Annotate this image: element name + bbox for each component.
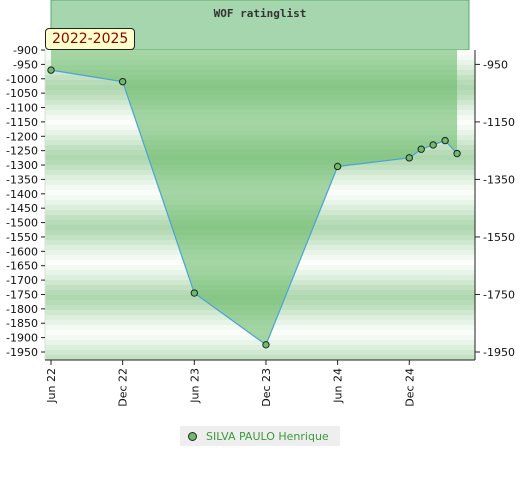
data-point [453, 149, 461, 158]
legend-marker-icon [188, 431, 197, 441]
data-point [190, 289, 199, 297]
series-area [51, 50, 458, 345]
date-range-badge: 2022-2025 [45, 28, 136, 50]
legend-label: SILVA PAULO Henrique [206, 429, 329, 443]
y-tick-label: -1950 [6, 346, 38, 359]
x-tick-label: Dec 24 [403, 368, 416, 407]
y-right-tick-label: -1950 [483, 346, 515, 359]
legend[interactable]: SILVA PAULO Henrique [180, 426, 340, 446]
x-tick-label: Jun 24 [332, 368, 345, 404]
data-point [417, 145, 425, 153]
data-point [429, 141, 437, 149]
y-tick-label: -950 [13, 58, 38, 71]
data-point [333, 162, 342, 171]
data-point [441, 136, 449, 145]
data-point [47, 66, 55, 74]
y-axis-left: -900-950-1000-1050-1100-1150-1200-1250-1… [6, 44, 46, 360]
y-tick-label: -1350 [6, 173, 38, 186]
y-tick-label: -1000 [6, 73, 38, 86]
y-tick-label: -1150 [6, 116, 38, 129]
y-axis-right: -950 -1150 -1350 -1550 -1750 -1950 [474, 50, 515, 360]
y-tick-label: -1200 [6, 130, 38, 143]
y-tick-label: -1750 [6, 288, 38, 301]
data-point [118, 77, 127, 86]
x-tick-label: Jun 23 [188, 368, 201, 404]
series-points [47, 66, 461, 349]
y-right-tick-label: -950 [483, 58, 508, 71]
series-line-layer [50, 69, 458, 346]
y-tick-label: -1450 [6, 202, 38, 215]
y-tick-label: -1300 [6, 159, 38, 172]
y-tick-label: -1400 [6, 188, 38, 201]
x-tick-label: Dec 23 [260, 368, 273, 407]
y-tick-label: -900 [13, 44, 38, 57]
y-tick-label: -1700 [6, 274, 38, 287]
y-tick-label: -1850 [6, 317, 38, 330]
series-line [50, 69, 458, 346]
y-right-tick-label: -1750 [483, 288, 515, 301]
y-right-tick-label: -1550 [483, 231, 515, 244]
chart-title: WOF ratinglist [214, 7, 307, 20]
y-tick-label: -1900 [6, 332, 38, 345]
series-area-layer [51, 50, 458, 345]
y-tick-label: -1800 [6, 303, 38, 316]
x-axis: Jun 22 Dec 22 Jun 23 Dec 23 Jun 24 Dec 24 [45, 359, 475, 407]
y-tick-label: -1050 [6, 87, 38, 100]
x-tick-label: Jun 22 [45, 368, 58, 404]
y-tick-label: -1500 [6, 217, 38, 230]
y-tick-label: -1650 [6, 260, 38, 273]
y-tick-label: -1100 [6, 102, 38, 115]
y-tick-label: -1250 [6, 145, 38, 158]
x-tick-label: Dec 22 [117, 368, 130, 407]
y-tick-label: -1600 [6, 245, 38, 258]
y-tick-label: -1550 [6, 231, 38, 244]
data-point [405, 154, 413, 162]
data-point [262, 341, 270, 349]
y-right-tick-label: -1350 [483, 173, 515, 186]
y-right-tick-label: -1150 [483, 116, 515, 129]
